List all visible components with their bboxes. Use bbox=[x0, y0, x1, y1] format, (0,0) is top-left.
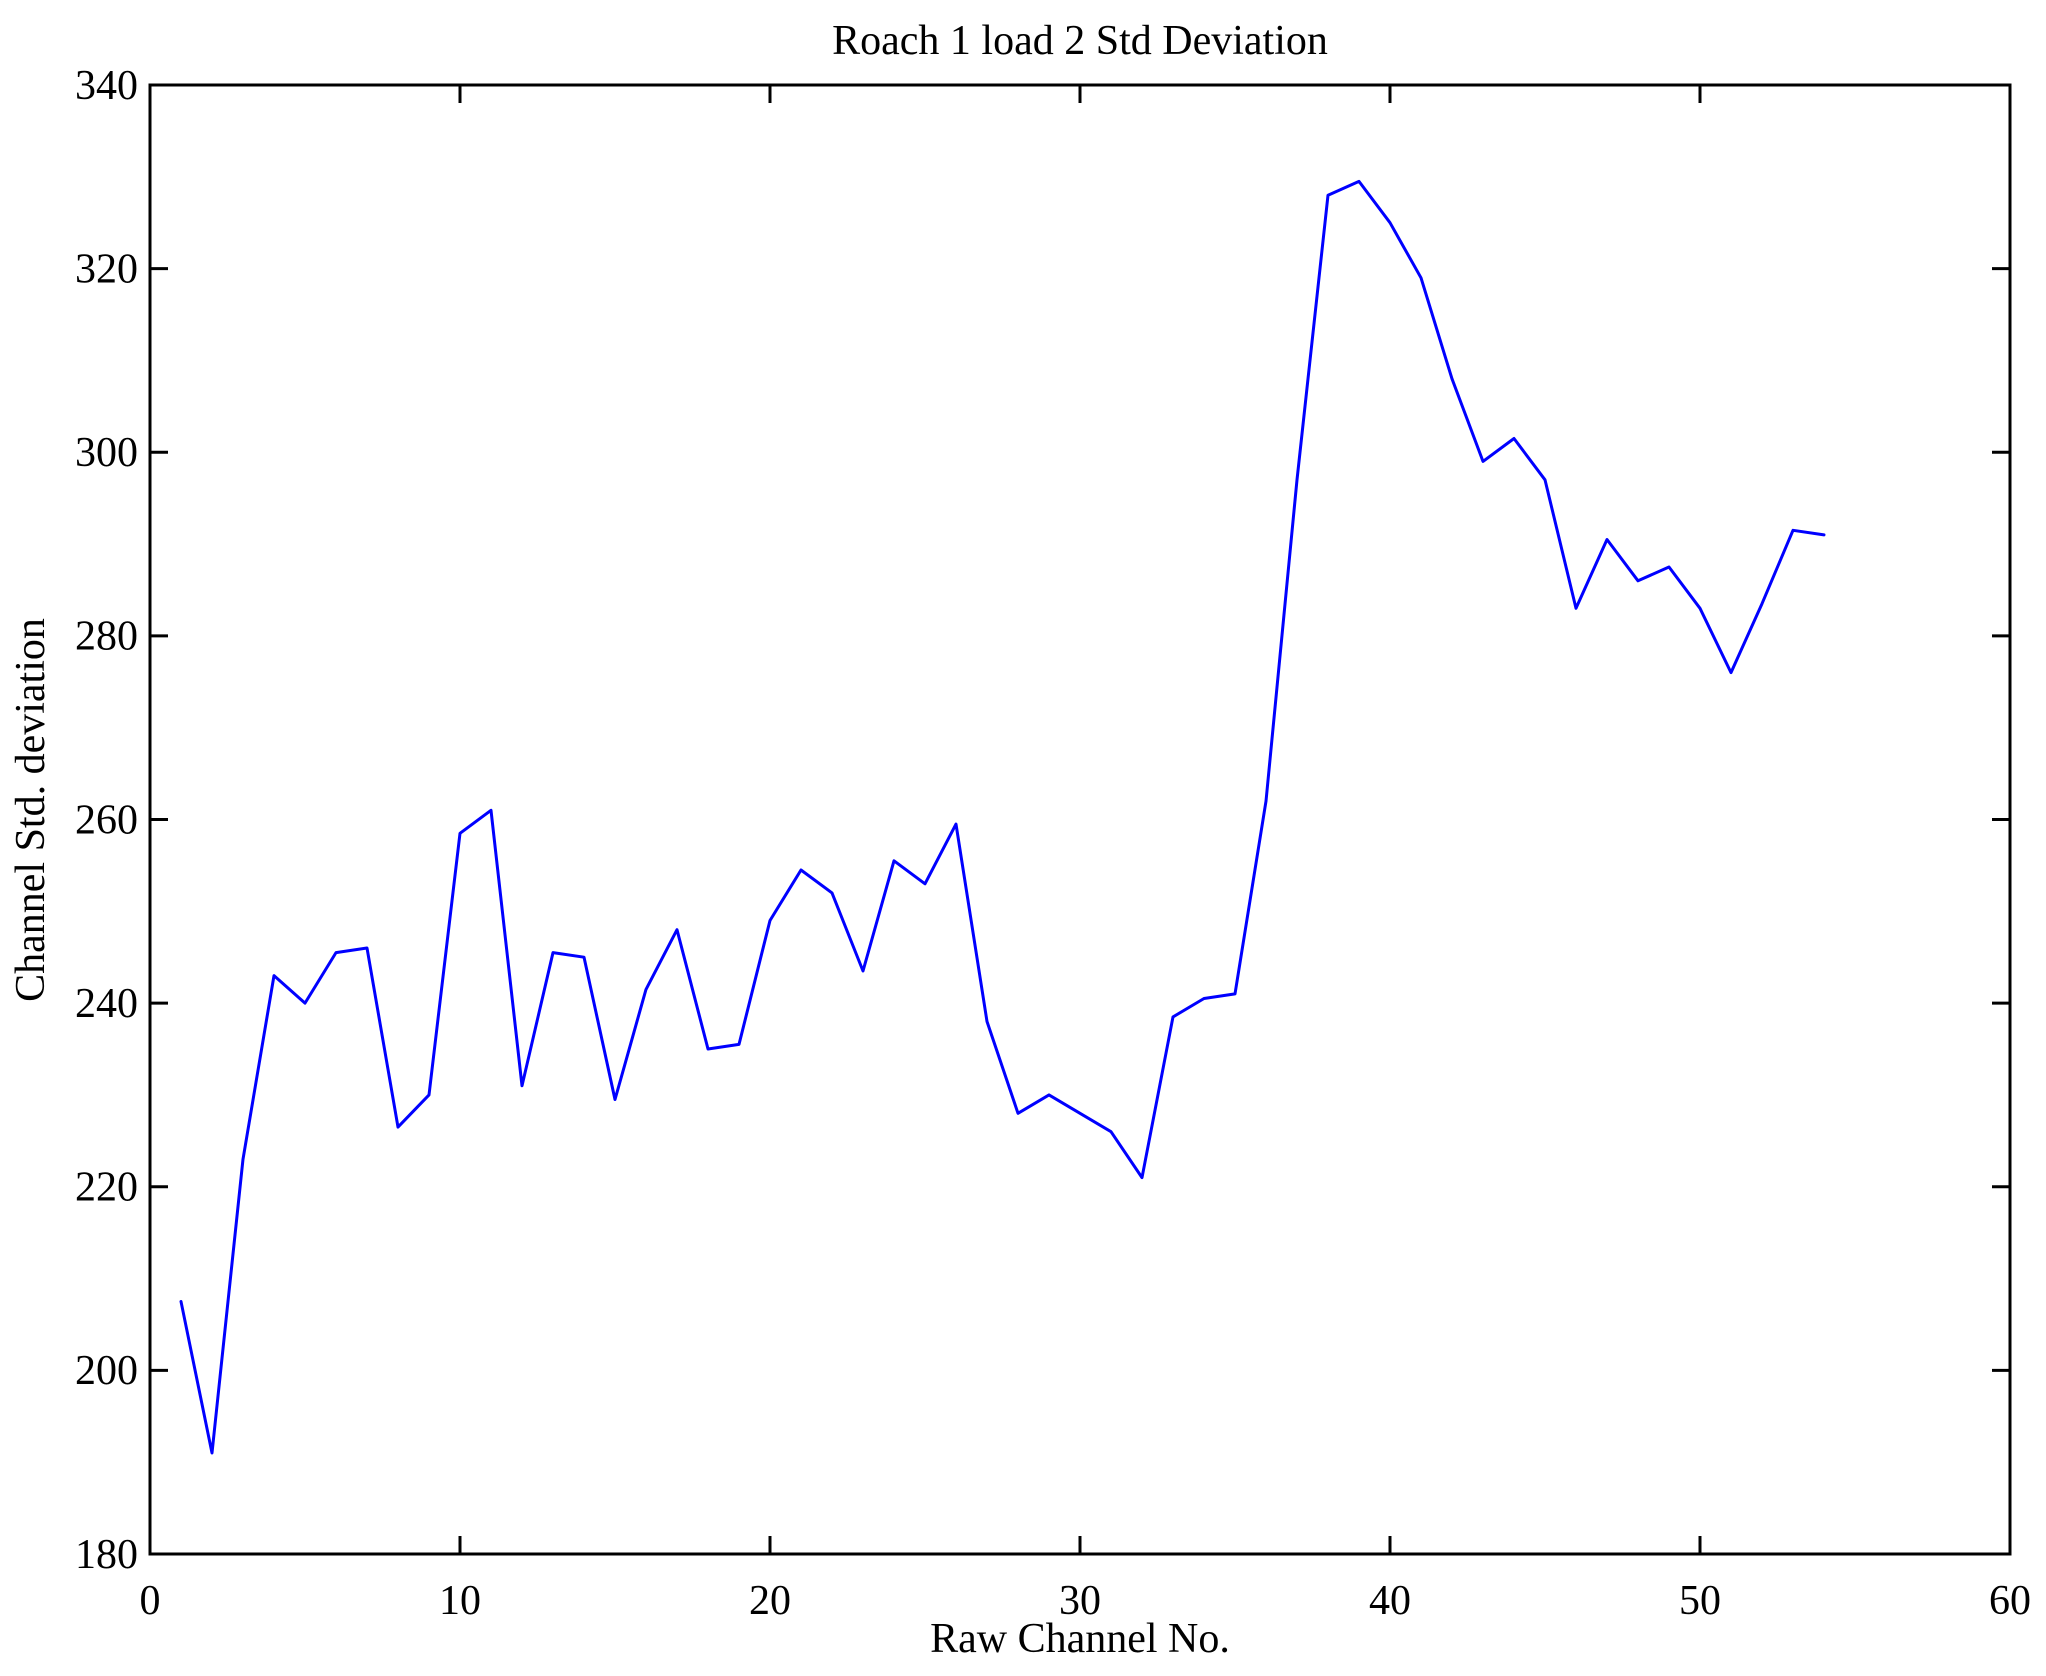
x-tick-label: 40 bbox=[1369, 1578, 1411, 1624]
y-tick-label: 180 bbox=[75, 1532, 138, 1578]
chart-title: Roach 1 load 2 Std Deviation bbox=[832, 18, 1328, 64]
y-tick-label: 200 bbox=[75, 1348, 138, 1394]
x-tick-label: 20 bbox=[749, 1578, 791, 1624]
series-line bbox=[179, 179, 1826, 1455]
y-tick-label: 320 bbox=[75, 246, 138, 292]
y-tick-label: 280 bbox=[75, 614, 138, 660]
plot-border bbox=[148, 83, 2012, 1556]
x-tick-label: 50 bbox=[1679, 1578, 1721, 1624]
y-tick-label: 340 bbox=[75, 63, 138, 109]
tick-marks bbox=[148, 83, 2012, 1556]
data-series bbox=[179, 179, 1826, 1455]
y-axis-label: Channel Std. deviation bbox=[8, 618, 54, 1002]
x-tick-label: 10 bbox=[439, 1578, 481, 1624]
x-tick-label: 60 bbox=[1989, 1578, 2031, 1624]
y-tick-label: 260 bbox=[75, 797, 138, 843]
y-tick-label: 300 bbox=[75, 430, 138, 476]
x-tick-label: 30 bbox=[1059, 1578, 1101, 1624]
x-axis-label: Raw Channel No. bbox=[930, 1616, 1230, 1662]
y-tick-label: 220 bbox=[75, 1165, 138, 1211]
x-tick-label: 0 bbox=[140, 1578, 161, 1624]
y-tick-label: 240 bbox=[75, 981, 138, 1027]
tick-labels: 0 10 20 30 40 50 60 180 200 220 240 260 280 300 320 340 bbox=[75, 63, 2031, 1624]
